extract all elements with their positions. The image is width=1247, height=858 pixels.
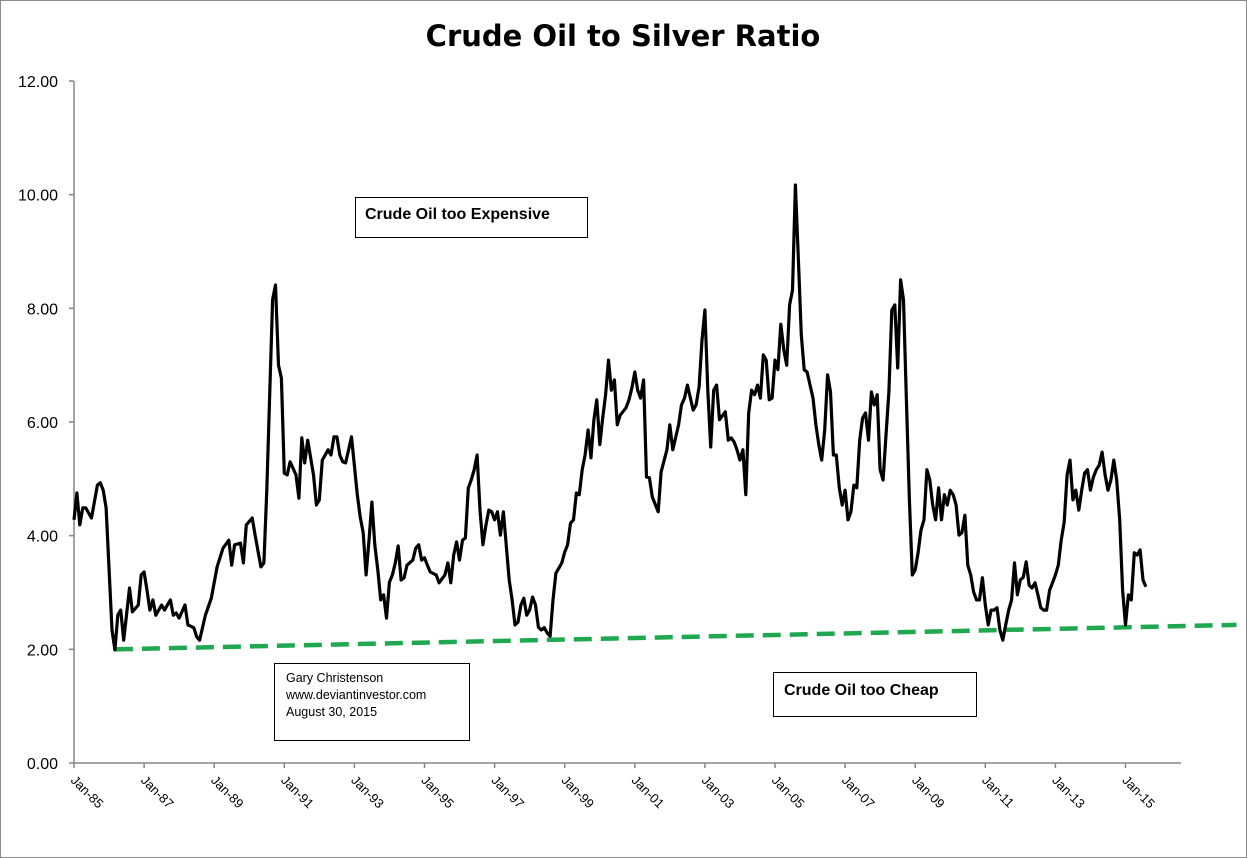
y-tick-label: 8.00 <box>27 301 58 318</box>
credit-author: Gary Christenson <box>286 671 384 685</box>
x-tick-label: Jan-09 <box>909 773 948 812</box>
y-tick-label: 10.00 <box>18 188 58 205</box>
x-tick-label: Jan-13 <box>1049 773 1088 812</box>
annotation-cheap: Crude Oil too Cheap <box>773 672 977 717</box>
annotation-expensive-text: Crude Oil too Expensive <box>365 206 550 223</box>
credit-date: August 30, 2015 <box>286 705 378 719</box>
x-tick-label: Jan-01 <box>629 773 668 812</box>
y-tick-label: 6.00 <box>27 415 58 432</box>
x-tick-label: Jan-89 <box>208 773 247 812</box>
x-tick-label: Jan-15 <box>1119 773 1158 812</box>
y-tick-label: 12.00 <box>18 74 58 91</box>
axes <box>73 81 1181 764</box>
credit-website: www.deviantinvestor.com <box>286 688 427 702</box>
x-tick-label: Jan-03 <box>699 773 738 812</box>
x-tick-label: Jan-99 <box>559 773 598 812</box>
y-tick-label: 0.00 <box>27 756 58 773</box>
x-tick-label: Jan-93 <box>348 773 387 812</box>
x-axis-ticks: Jan-85 Jan-87 Jan-89 Jan-91 Jan-93 Jan-95 Jan-… <box>68 763 1158 811</box>
annotation-expensive: Crude Oil too Expensive <box>355 197 588 238</box>
series-group <box>72 183 1148 652</box>
x-tick-label: Jan-95 <box>418 773 457 812</box>
chart-title: Crude Oil to Silver Ratio <box>426 19 821 53</box>
x-tick-label: Jan-11 <box>979 773 1017 811</box>
x-tick-label: Jan-97 <box>488 773 527 812</box>
trendline <box>114 622 1237 652</box>
x-tick-label: Jan-91 <box>278 773 317 812</box>
series-line <box>72 183 1148 652</box>
annotation-cheap-text: Crude Oil too Cheap <box>784 682 939 699</box>
x-tick-label: Jan-05 <box>769 773 808 812</box>
y-axis-ticks: 0.00 2.00 4.00 6.00 8.00 10.00 12.00 <box>18 74 74 773</box>
x-tick-label: Jan-87 <box>138 773 177 812</box>
y-tick-label: 2.00 <box>27 642 58 659</box>
x-tick-label: Jan-85 <box>68 773 107 812</box>
credit-box: Gary Christenson www.deviantinvestor.com… <box>274 663 470 741</box>
y-tick-label: 4.00 <box>27 529 58 546</box>
x-tick-label: Jan-07 <box>839 773 878 812</box>
trendline-group <box>114 622 1237 652</box>
